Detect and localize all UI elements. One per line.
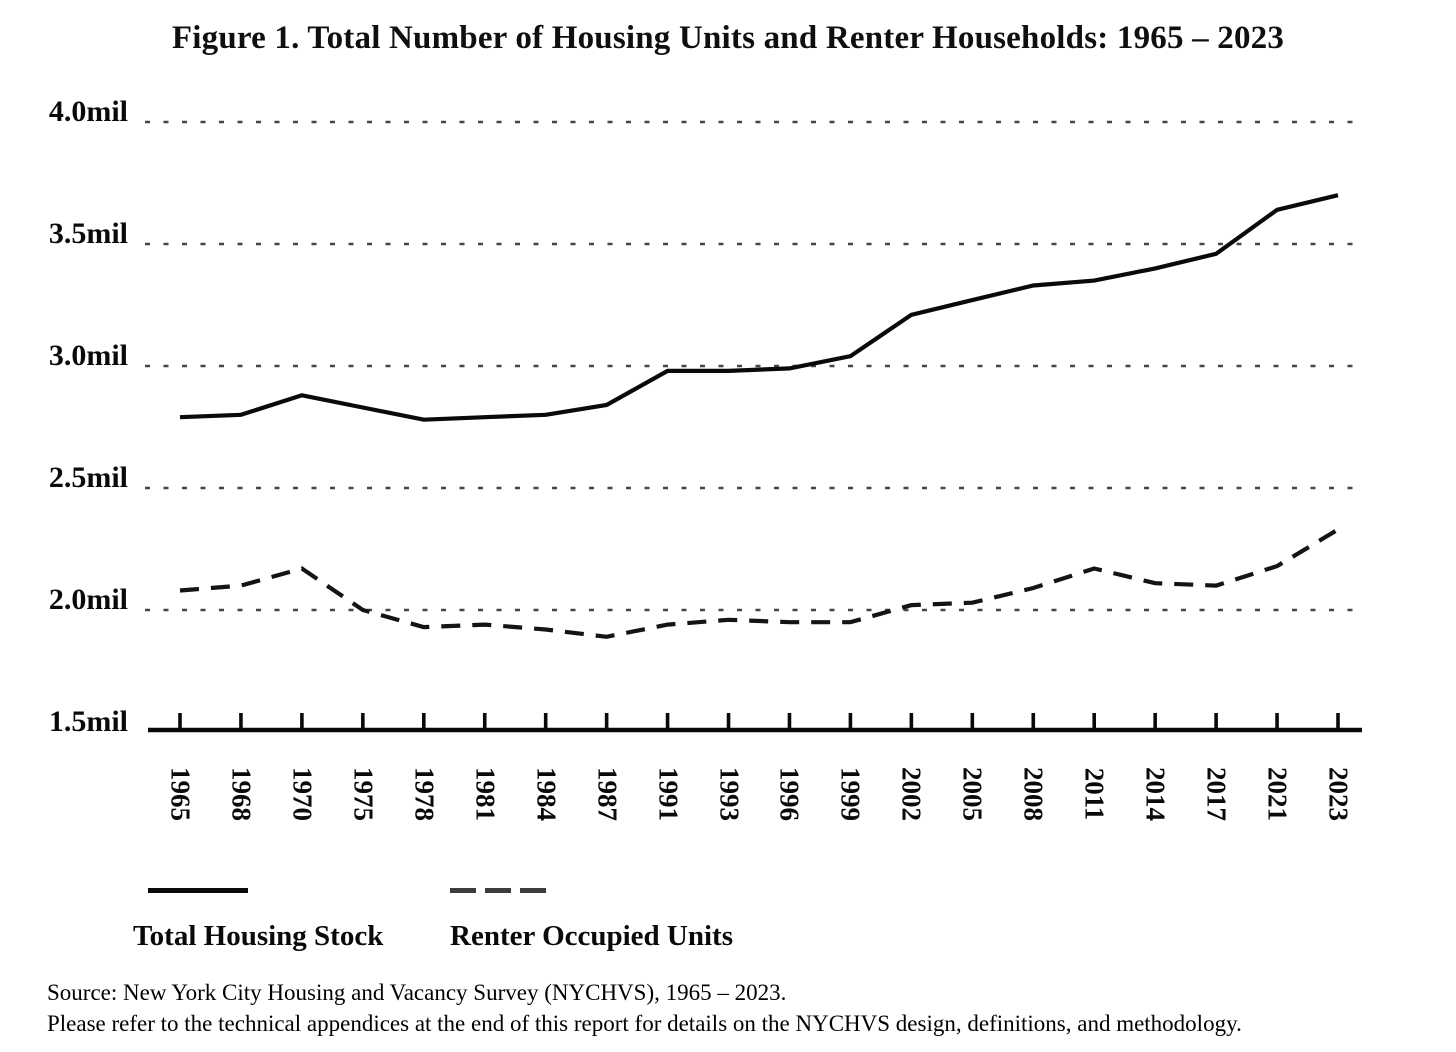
x-tick-label: 2008: [1018, 767, 1049, 821]
gridlines: [145, 120, 1358, 612]
x-tick-label: 1987: [592, 767, 623, 821]
x-tick-label: 1996: [774, 767, 805, 821]
x-axis: [148, 713, 1362, 733]
x-tick-label: 1975: [348, 767, 379, 821]
x-tick-label: 2017: [1201, 767, 1232, 821]
source-note: Source: New York City Housing and Vacanc…: [47, 977, 1447, 1039]
x-tick-label: 1978: [409, 767, 440, 821]
y-tick-label: 3.5mil: [48, 217, 128, 250]
y-tick-label: 4.0mil: [48, 95, 128, 128]
legend-dashed-line-swatch: [450, 888, 546, 893]
y-tick-label: 3.0mil: [48, 339, 128, 372]
x-tick-label: 2021: [1262, 767, 1293, 821]
data-series: [179, 193, 1340, 639]
y-tick-label: 2.0mil: [48, 583, 128, 616]
total-housing-stock-line: [179, 193, 1339, 422]
source-line-1: Source: New York City Housing and Vacanc…: [47, 980, 787, 1005]
chart-title: Figure 1. Total Number of Housing Units …: [171, 20, 1285, 56]
x-tick-label: 1991: [653, 767, 684, 821]
x-tick-label: 2002: [896, 767, 927, 821]
legend-solid-line-swatch: [148, 888, 248, 893]
x-tick-label: 1981: [470, 767, 501, 821]
y-tick-label: 2.5mil: [48, 461, 128, 494]
source-line-2: Please refer to the technical appendices…: [47, 1011, 1242, 1036]
x-tick-label: 1965: [165, 767, 196, 821]
x-tick-label: 2014: [1140, 767, 1171, 821]
x-tick-label: 1999: [835, 767, 866, 821]
x-tick-label: 1993: [714, 767, 745, 821]
x-tick-label: 1970: [287, 767, 318, 821]
legend-label-renter-occupied-units: Renter Occupied Units: [450, 920, 734, 952]
x-tick-label: 2023: [1323, 767, 1354, 821]
legend-label-total-housing-stock: Total Housing Stock: [133, 920, 384, 952]
y-tick-label: 1.5mil: [48, 705, 128, 738]
x-tick-label: 2011: [1079, 767, 1110, 821]
renter-occupied-units-line: [179, 527, 1340, 639]
x-tick-label: 1984: [531, 767, 562, 821]
x-tick-label: 1968: [226, 767, 257, 821]
x-tick-label: 2005: [957, 767, 988, 821]
